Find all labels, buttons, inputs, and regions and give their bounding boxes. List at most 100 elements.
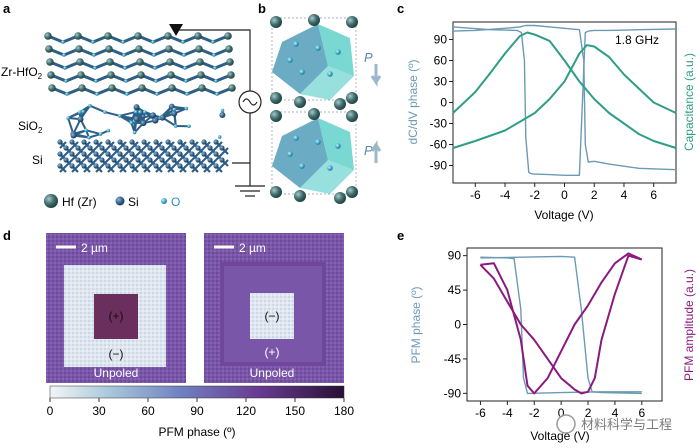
measurement-circuit — [176, 29, 265, 197]
si-atom — [117, 151, 123, 157]
o-atom — [172, 107, 177, 112]
si-atom — [219, 112, 226, 119]
si-atom — [171, 145, 177, 151]
hf-atom — [136, 58, 144, 66]
si-atom — [195, 145, 201, 151]
o-atom — [94, 79, 98, 83]
hf-atom — [46, 58, 54, 66]
si-atom — [93, 163, 99, 169]
si-bond — [131, 165, 139, 173]
o-atom — [132, 130, 137, 135]
hf-atom — [45, 45, 53, 53]
si-bond — [203, 153, 211, 161]
o-atom — [63, 66, 67, 70]
hf-atom — [294, 96, 306, 108]
polarization-arrow-down-icon — [370, 64, 382, 87]
electrode-triangle-icon — [169, 24, 183, 36]
si-atom — [117, 163, 123, 169]
o-atom — [92, 53, 96, 57]
si-bond — [167, 141, 175, 149]
left-inner-label: (+) — [109, 309, 124, 323]
o-atom — [154, 79, 158, 83]
hf-atom — [308, 108, 320, 120]
si-bond — [119, 165, 127, 173]
si-bond — [71, 165, 79, 173]
hf-atom — [104, 32, 112, 40]
si-atom — [81, 151, 87, 157]
y-tick-label: -45 — [444, 352, 462, 366]
si-bond — [113, 159, 121, 167]
si-bond — [65, 159, 73, 167]
o-atom — [151, 40, 155, 44]
pfm-image-left: 2 µm (+) (−) Unpoled — [46, 233, 186, 383]
si-bond — [191, 141, 199, 149]
si-atom — [81, 163, 87, 169]
hf-atom — [166, 58, 174, 66]
colorbar: 0 30 60 90 120 150 180 PFM phase (º) — [47, 385, 354, 439]
colorbar-tick-label: 150 — [285, 404, 305, 418]
x-tick-label: -6 — [470, 188, 481, 202]
hf-atom — [226, 58, 234, 66]
o-atom — [299, 163, 305, 169]
si-atom — [57, 139, 63, 145]
si-bond — [77, 159, 85, 167]
panel-label-e: e — [397, 228, 404, 243]
sio2-bond — [88, 133, 101, 139]
si-bond — [113, 147, 121, 155]
si-atom — [153, 163, 159, 169]
si-atom — [177, 151, 183, 157]
x-tick-label: 6 — [638, 406, 645, 420]
si-bond — [89, 147, 97, 155]
si-bond — [143, 141, 151, 149]
o-atom — [61, 40, 65, 44]
y-tick-label: 0 — [454, 318, 461, 332]
o-atom — [123, 66, 127, 70]
ac-wave-icon — [242, 98, 258, 106]
si-bond — [101, 147, 109, 155]
hf-zr-atom-icon — [44, 194, 58, 208]
chart-e-plot-area — [466, 247, 663, 402]
hf-atom — [48, 84, 56, 92]
si-atom — [70, 132, 77, 139]
panel-e: e -6 -4 -2 0 2 4 6 90 45 0 -45 -90 Voltage (V) PFM … — [397, 228, 696, 443]
left-ring-label: (−) — [109, 347, 124, 361]
o-atom — [133, 110, 138, 114]
si-bond — [71, 153, 79, 161]
si-atom — [165, 163, 171, 169]
si-bond — [107, 165, 115, 173]
si-bond — [83, 153, 91, 161]
y-tick-label: 30 — [434, 75, 448, 89]
hf-atom — [228, 84, 236, 92]
si-atom — [69, 151, 75, 157]
x-tick-label: -2 — [529, 188, 540, 202]
octahedron-face — [300, 66, 354, 100]
si-bond — [191, 165, 199, 173]
hf-atom — [168, 84, 176, 92]
x-tick-label: 0 — [558, 406, 565, 420]
hf-atom — [346, 110, 358, 122]
si-bond — [215, 165, 223, 173]
o-atom — [187, 124, 191, 128]
o-atom — [293, 135, 299, 141]
left-outer-label: Unpoled — [94, 366, 139, 380]
o-atom — [217, 135, 222, 139]
atom-legend: Hf (Zr) Si O — [44, 194, 180, 209]
hf-atom — [74, 32, 82, 40]
x-tick-label: -2 — [529, 406, 540, 420]
panel-d: d 2 µm (+) (−) Unpoled 2 µm (−) (+) Unpo… — [3, 228, 354, 439]
hf-atom — [196, 58, 204, 66]
o-atom — [287, 57, 293, 63]
si-atom — [111, 157, 117, 163]
si-atom — [81, 139, 87, 145]
o-atom — [335, 143, 341, 149]
series-line-2 — [480, 255, 642, 395]
si-bond — [197, 159, 205, 167]
colorbar-tick-label: 0 — [47, 404, 54, 418]
panel-b: b P P — [258, 1, 382, 204]
si-bond — [173, 159, 181, 167]
si-bond — [107, 141, 115, 149]
colorbar-tick-label: 60 — [141, 404, 155, 418]
si-atom — [129, 163, 135, 169]
si-bond — [59, 165, 67, 173]
si-atom — [57, 151, 63, 157]
